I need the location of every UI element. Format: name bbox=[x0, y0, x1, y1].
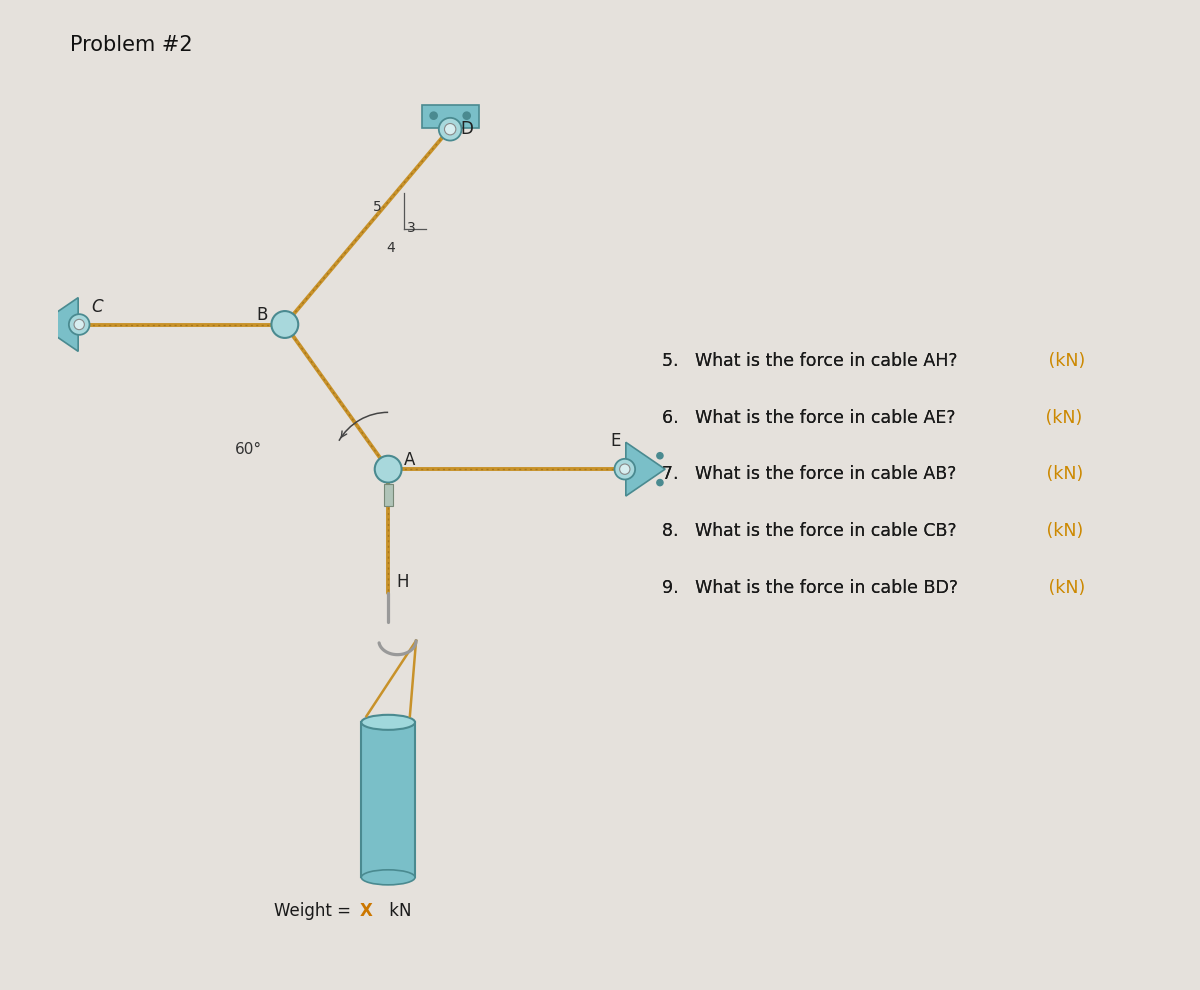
Circle shape bbox=[41, 308, 47, 314]
Polygon shape bbox=[626, 443, 665, 496]
Circle shape bbox=[656, 452, 664, 458]
Text: (kN): (kN) bbox=[1042, 465, 1084, 483]
Circle shape bbox=[619, 464, 630, 474]
Polygon shape bbox=[38, 298, 78, 351]
Text: A: A bbox=[403, 451, 415, 469]
Text: E: E bbox=[611, 433, 620, 450]
Circle shape bbox=[614, 458, 635, 479]
Circle shape bbox=[74, 320, 84, 330]
Text: (kN): (kN) bbox=[1043, 579, 1086, 597]
Text: 6.   What is the force in cable AE?: 6. What is the force in cable AE? bbox=[662, 409, 955, 427]
Text: X: X bbox=[359, 903, 372, 921]
Text: 6.   What is the force in cable AE? (kN): 6. What is the force in cable AE? (kN) bbox=[662, 409, 997, 427]
Text: Problem #2: Problem #2 bbox=[70, 36, 192, 55]
Text: (kN): (kN) bbox=[1043, 351, 1085, 369]
Circle shape bbox=[439, 118, 462, 141]
Circle shape bbox=[656, 479, 664, 486]
Circle shape bbox=[271, 311, 299, 338]
Text: Weight =: Weight = bbox=[275, 903, 356, 921]
Text: H: H bbox=[396, 573, 409, 591]
Text: B: B bbox=[256, 306, 268, 325]
Text: 6.   What is the force in cable AE?: 6. What is the force in cable AE? bbox=[662, 409, 955, 427]
Circle shape bbox=[430, 112, 437, 119]
Text: 4: 4 bbox=[386, 242, 395, 255]
Text: 9.   What is the force in cable BD?: 9. What is the force in cable BD? bbox=[662, 579, 958, 597]
Circle shape bbox=[374, 455, 402, 482]
Ellipse shape bbox=[361, 715, 415, 730]
Bar bbox=[384, 484, 392, 506]
Text: 7.   What is the force in cable AB?: 7. What is the force in cable AB? bbox=[662, 465, 956, 483]
Text: 9.   What is the force in cable BD?: 9. What is the force in cable BD? bbox=[662, 579, 958, 597]
Text: 8.   What is the force in cable CB?: 8. What is the force in cable CB? bbox=[662, 522, 956, 541]
Ellipse shape bbox=[361, 870, 415, 885]
Text: D: D bbox=[461, 121, 473, 139]
Text: (kN): (kN) bbox=[1042, 522, 1084, 541]
Circle shape bbox=[68, 314, 90, 335]
Circle shape bbox=[463, 112, 470, 119]
Text: 5.   What is the force in cable AH?: 5. What is the force in cable AH? bbox=[662, 351, 958, 369]
Bar bbox=[421, 105, 479, 128]
Text: 7.   What is the force in cable AB?: 7. What is the force in cable AB? bbox=[662, 465, 956, 483]
Bar bbox=[361, 723, 415, 877]
Circle shape bbox=[444, 124, 456, 135]
Text: 3: 3 bbox=[407, 221, 415, 235]
Text: (kN): (kN) bbox=[1040, 409, 1082, 427]
Text: kN: kN bbox=[384, 903, 412, 921]
Text: 5.   What is the force in cable AH?: 5. What is the force in cable AH? bbox=[662, 351, 958, 369]
Text: 8.   What is the force in cable CB?: 8. What is the force in cable CB? bbox=[662, 522, 956, 541]
Text: 9.   What is the force in cable BD? (kN): 9. What is the force in cable BD? (kN) bbox=[662, 579, 1001, 597]
Text: 7.   What is the force in cable AB? (kN): 7. What is the force in cable AB? (kN) bbox=[662, 465, 998, 483]
Text: C: C bbox=[91, 298, 103, 316]
Text: 8.   What is the force in cable CB? (kN): 8. What is the force in cable CB? (kN) bbox=[662, 522, 998, 541]
Text: 5.   What is the force in cable AH? (kN): 5. What is the force in cable AH? (kN) bbox=[662, 351, 1000, 369]
Text: 60°: 60° bbox=[235, 442, 263, 456]
Circle shape bbox=[41, 335, 47, 341]
Text: 5: 5 bbox=[373, 200, 382, 214]
